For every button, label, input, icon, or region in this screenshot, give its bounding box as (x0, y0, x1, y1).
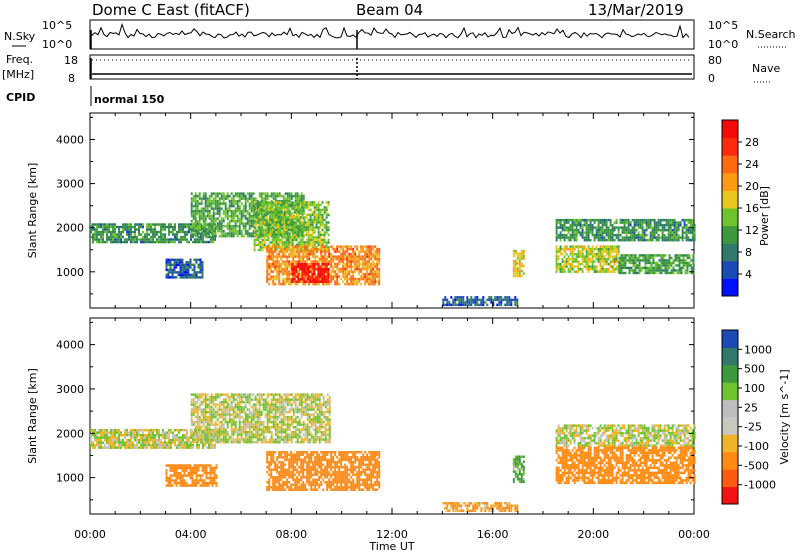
date-title: 13/Mar/2019 (588, 1, 684, 19)
cpid-label: CPID (6, 91, 35, 104)
velocity-colorbar-tick-label: 1000 (744, 343, 772, 356)
vel-region (90, 428, 216, 449)
vel-region (512, 455, 525, 483)
x-tick-label: 12:00 (376, 528, 408, 541)
cpid-value: normal 150 (94, 93, 165, 106)
velocity-colorbar-tick-label: -500 (744, 459, 769, 472)
freq-label: Freq. (6, 53, 33, 66)
velocity-colorbar-segment (722, 364, 738, 383)
x-axis-ticks: 00:00 04:00 08:00 12:00 16:00 20:00 00:00 (74, 528, 710, 541)
x-tick-label: 08:00 (275, 528, 307, 541)
x-tick-label: 00:00 (678, 528, 710, 541)
velocity-colorbar-segment (722, 434, 738, 453)
power-region (555, 218, 696, 242)
velocity-colorbar-segment (722, 417, 738, 435)
power-frame (89, 112, 695, 309)
velocity-colorbar-tick-label: 25 (744, 401, 758, 414)
velocity-colorbar-segment (722, 469, 738, 488)
vel-region (165, 464, 218, 487)
vel-region (266, 451, 381, 491)
vel-ytick-label: 1000 (56, 472, 84, 485)
x-tick-label: 04:00 (175, 528, 207, 541)
velocity-colorbar-tick-label: -1000 (744, 479, 776, 492)
velocity-colorbar-segment (722, 347, 738, 366)
power-ytick-label: 1000 (56, 266, 84, 279)
nsearch-label: N.Search (746, 28, 796, 41)
freq-top-label: 18 (64, 54, 78, 67)
velocity-colorbar-segment (722, 451, 738, 470)
power-region (512, 249, 525, 278)
power-region (618, 254, 695, 275)
power-colorbar-segment (722, 190, 738, 209)
power-colorbar: 4 8 12 16 20 24 28 Power [dB] (721, 119, 771, 297)
velocity-colorbar-segment (722, 486, 738, 505)
power-ylabel: Slant Range [km] (26, 163, 39, 259)
power-colorbar-tick-label: 4 (745, 268, 752, 281)
freq-bottom-label: 8 (68, 72, 75, 85)
power-colorbar-tick-label: 16 (745, 202, 759, 215)
velocity-colorbar-label: Velocity [m s^-1] (778, 369, 791, 464)
vel-region (555, 424, 696, 447)
power-region (165, 258, 204, 279)
nsky-top-label: 10^5 (42, 19, 72, 32)
power-colorbar-segment (722, 278, 738, 297)
power-region (555, 245, 620, 273)
power-colorbar-tick-label: 24 (745, 158, 759, 171)
nave-label: Nave (752, 62, 780, 75)
power-colorbar-segment (722, 120, 738, 139)
velocity-colorbar-segment (722, 399, 738, 418)
power-colorbar-segment (722, 260, 738, 279)
vel-region (442, 502, 519, 512)
nsky-label: N.Sky (4, 30, 36, 43)
power-colorbar-tick-label: 12 (745, 224, 759, 237)
x-axis-label: Time UT (368, 540, 414, 553)
velocity-panel: 1000 2000 3000 4000 Slant Range [km] (26, 317, 696, 515)
nave-bottom-label: 0 (708, 72, 715, 85)
nsky-bottom-label: 10^0 (42, 38, 72, 51)
nsky-panel (89, 19, 695, 50)
velocity-colorbar-segment (722, 330, 738, 348)
power-ytick-label: 2000 (56, 222, 84, 235)
velocity-colorbar-tick-label: 100 (744, 382, 765, 395)
velocity-colorbar: -1000 -500 -100 -25 25 100 500 1000 Velocity [m … (721, 329, 791, 505)
velocity-colorbar-tick-label: -25 (744, 421, 762, 434)
nsearch-bottom-label: 10^0 (708, 38, 738, 51)
beam-title: Beam 04 (356, 1, 423, 19)
freq-panel (89, 54, 695, 80)
power-ytick-label: 4000 (56, 133, 84, 146)
power-colorbar-segment (722, 155, 738, 174)
velocity-colorbar-frame (721, 329, 739, 505)
power-panel: 1000 2000 3000 4000 Slant Range [km] (26, 112, 696, 309)
velocity-colorbar-tick-label: -100 (744, 440, 769, 453)
vel-region (555, 446, 696, 485)
velocity-colorbar-segment (722, 382, 738, 401)
nsky-trace (91, 22, 690, 39)
power-colorbar-segment (722, 137, 738, 156)
x-tick-label: 16:00 (477, 528, 509, 541)
x-tick-label: 20:00 (577, 528, 609, 541)
power-colorbar-segment (722, 225, 738, 244)
power-region (291, 263, 330, 283)
freq-unit: [MHz] (2, 68, 34, 81)
vel-ytick-label: 3000 (56, 383, 84, 396)
power-colorbar-tick-label: 28 (745, 136, 759, 149)
vel-region (190, 393, 331, 444)
power-colorbar-tick-label: 8 (745, 246, 752, 259)
power-colorbar-segment (722, 172, 738, 191)
power-colorbar-tick-label: 20 (745, 180, 759, 193)
vel-ytick-label: 2000 (56, 427, 84, 440)
power-colorbar-label: Power [dB] (758, 186, 771, 246)
nave-top-label: 80 (708, 54, 722, 67)
power-colorbar-segment (722, 243, 738, 262)
station-title: Dome C East (fitACF) (92, 1, 250, 19)
power-colorbar-segment (722, 208, 738, 227)
vel-ytick-label: 4000 (56, 339, 84, 352)
power-region (442, 296, 519, 307)
x-tick-label: 00:00 (74, 528, 106, 541)
velocity-colorbar-tick-label: 500 (744, 363, 765, 376)
power-ytick-label: 3000 (56, 178, 84, 191)
vel-ylabel: Slant Range [km] (26, 368, 39, 464)
nsearch-top-label: 10^5 (708, 19, 738, 32)
